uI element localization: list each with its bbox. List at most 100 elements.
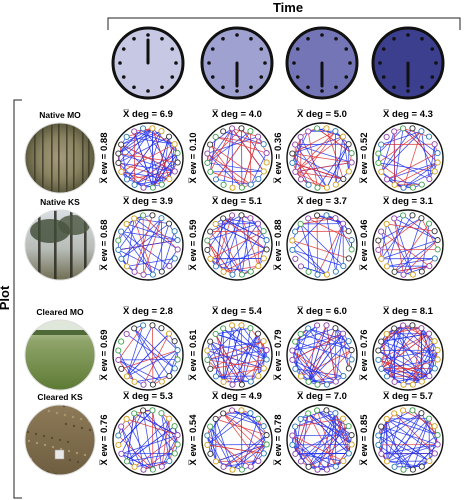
network-node <box>204 347 211 354</box>
network-node <box>140 184 147 191</box>
network-node <box>171 423 178 430</box>
network-edge <box>421 412 439 445</box>
network-edge <box>378 418 388 446</box>
network-panel: X̅ deg = 5.7 X̅ ew = 0.85 <box>359 391 444 476</box>
mean-degree-label: X̅ deg = 4.0 <box>212 109 262 120</box>
network-panel: X̅ deg = 6.0 X̅ ew = 0.79 <box>273 306 358 391</box>
network-node <box>383 330 390 337</box>
network-edge <box>161 434 178 467</box>
network-edge <box>121 171 144 188</box>
network-node <box>332 325 339 332</box>
mean-edge-weight-label: X̅ ew = 0.46 <box>359 220 370 271</box>
network-edge <box>428 341 436 377</box>
clock-icon <box>200 26 274 100</box>
network-edge <box>381 130 422 145</box>
network-edge <box>378 413 395 436</box>
network-edge <box>257 239 267 267</box>
network-node <box>166 373 173 380</box>
network-node <box>426 458 433 465</box>
network-edge <box>292 240 328 275</box>
network-edge <box>207 153 252 185</box>
network-edge <box>126 325 144 377</box>
mean-degree-label: X̅ deg = 8.1 <box>383 306 434 317</box>
network-edge <box>133 413 144 470</box>
network-node <box>118 338 125 345</box>
network-node <box>292 338 299 345</box>
network-edge <box>335 333 344 382</box>
network-node <box>345 228 352 235</box>
mean-degree-label: X̅ deg = 4.3 <box>383 109 433 120</box>
network-edge <box>223 444 267 468</box>
network-node <box>345 168 352 175</box>
network-edge <box>161 249 178 272</box>
network-edge <box>152 144 175 188</box>
network-edge <box>300 418 352 436</box>
mean-degree-label: X̅ deg = 6.9 <box>123 109 173 120</box>
clock-icon <box>111 26 185 100</box>
network-edge <box>317 143 349 188</box>
mean-degree-label: X̅ deg = 3.9 <box>123 196 173 207</box>
network-node <box>255 373 262 380</box>
network-edge <box>223 434 267 468</box>
network-node <box>131 128 138 135</box>
network-edge <box>126 418 178 436</box>
mean-edge-weight-label: X̅ ew = 0.76 <box>359 330 370 381</box>
network-edge <box>292 136 302 164</box>
network-edge <box>300 325 327 377</box>
network-node <box>238 466 245 473</box>
network-panel: X̅ deg = 3.9 X̅ ew = 0.68 <box>99 196 184 281</box>
network-edge <box>292 162 344 180</box>
network-edge <box>335 444 352 467</box>
mean-edge-weight-label: X̅ ew = 0.76 <box>99 415 110 466</box>
network-node <box>204 432 211 439</box>
network-edge <box>378 444 414 470</box>
network-node <box>314 184 321 191</box>
network-edge <box>142 410 176 454</box>
network-edge <box>232 359 267 385</box>
network-edge <box>412 410 438 436</box>
network-node <box>247 410 254 417</box>
network-edge <box>292 435 344 462</box>
plot-name-label: Native MO <box>39 110 81 120</box>
network-edge <box>134 413 178 436</box>
network-node <box>260 450 267 457</box>
network-node <box>166 263 173 270</box>
network-edge <box>257 349 267 377</box>
network-edge <box>126 349 178 377</box>
plot-name-label: Cleared KS <box>37 392 83 402</box>
network-edge <box>421 223 430 272</box>
network-edge <box>292 359 318 385</box>
network-edge <box>118 136 170 164</box>
network-node <box>115 237 122 244</box>
network-node <box>212 415 219 422</box>
network-node <box>123 458 130 465</box>
network-edge <box>292 333 344 361</box>
network-node <box>204 441 211 448</box>
network-edge <box>126 333 170 377</box>
network-node <box>383 373 390 380</box>
network-edge <box>241 418 259 470</box>
network-edge <box>223 460 259 468</box>
network-node <box>158 325 165 332</box>
network-node <box>204 237 211 244</box>
network-edge <box>307 413 350 454</box>
network-node <box>204 356 211 363</box>
network-edge <box>300 349 352 377</box>
network-edge <box>143 460 170 471</box>
network-node <box>174 237 181 244</box>
network-node <box>289 347 296 354</box>
woodland-photo: Native KS <box>24 197 96 281</box>
network-edge <box>215 333 233 385</box>
network-edge <box>378 128 404 154</box>
network-edge <box>120 144 163 185</box>
network-node <box>247 463 254 470</box>
network-edge <box>126 130 162 180</box>
network-node <box>431 423 438 430</box>
network-edge <box>308 218 352 241</box>
network-node <box>391 128 398 135</box>
network-node <box>229 184 236 191</box>
network-edge <box>403 218 422 275</box>
network-edge <box>241 218 251 275</box>
network-edge <box>380 426 430 462</box>
network-edge <box>380 333 388 369</box>
